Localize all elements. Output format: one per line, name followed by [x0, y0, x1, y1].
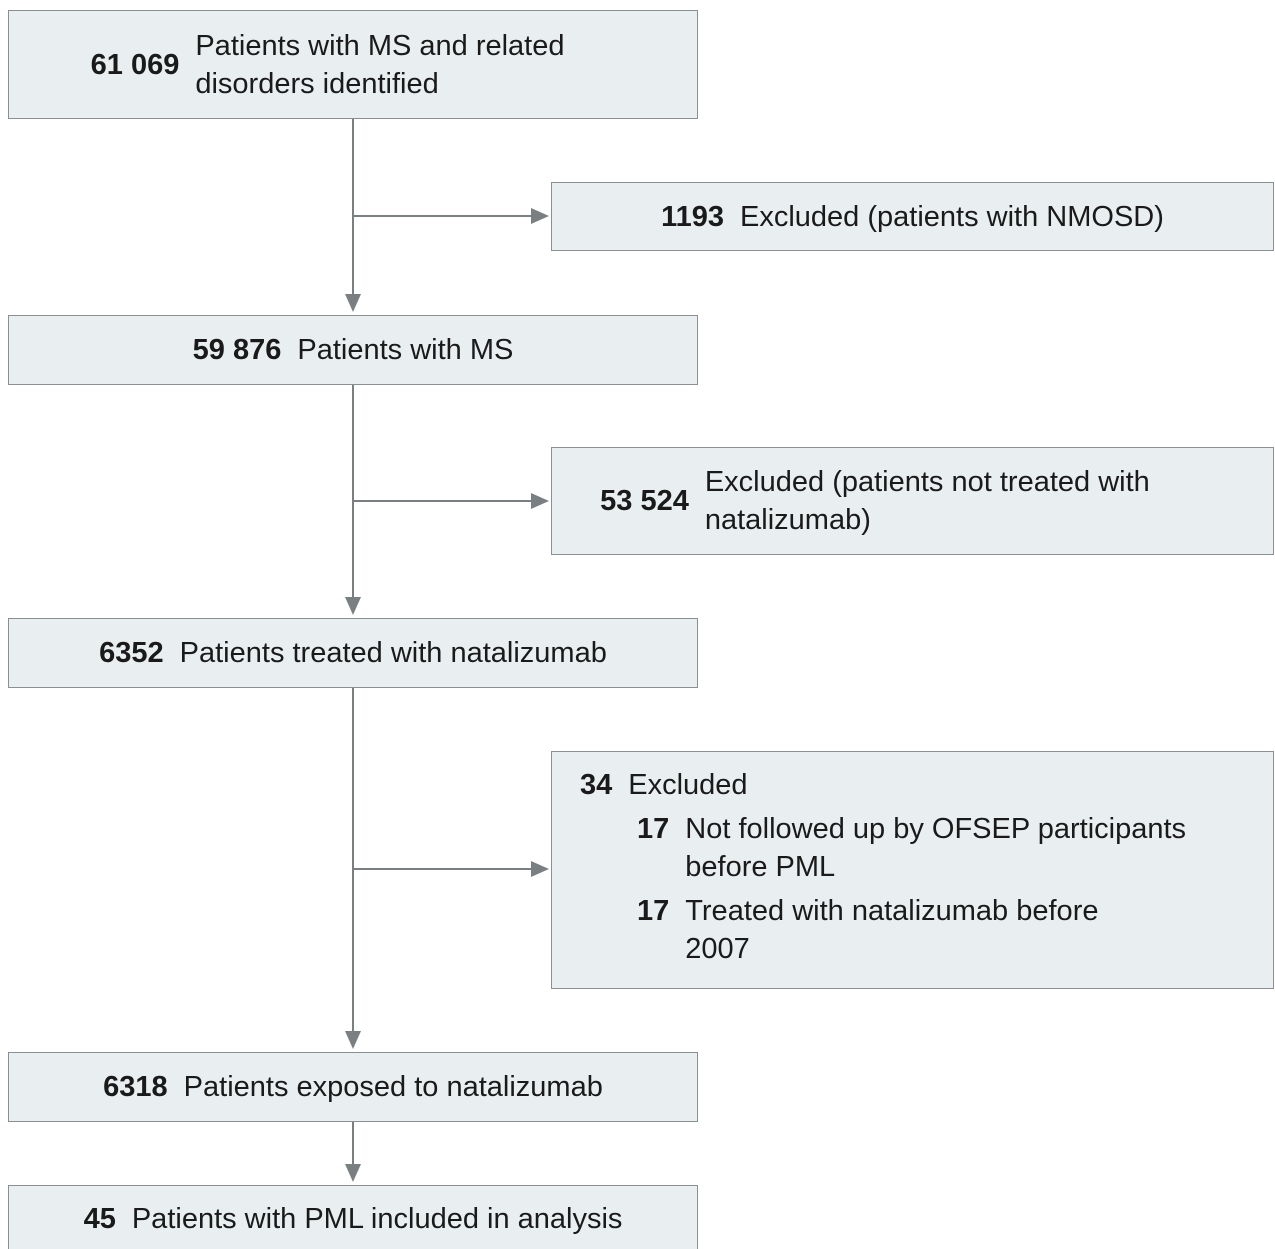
arrowhead	[345, 1031, 361, 1049]
label: Patients with PML included in analysis	[131, 1203, 623, 1235]
arrowhead	[345, 597, 361, 615]
count: 6352	[99, 637, 164, 669]
count: 34	[580, 769, 613, 801]
label: Patients with MS and related disorders i…	[195, 29, 565, 100]
stage-box: 45 Patients with PML included in analysi…	[8, 1185, 698, 1249]
label: Excluded	[628, 769, 748, 801]
label: Excluded (patients not treated with nata…	[704, 466, 1150, 536]
count: 45	[83, 1203, 116, 1235]
count: 17	[637, 813, 670, 845]
stage-box: 6352 Patients treated with natalizumab	[8, 618, 698, 688]
arrowhead	[345, 1164, 361, 1182]
count: 59 876	[192, 334, 282, 366]
count: 6318	[103, 1071, 168, 1103]
label: Excluded (patients with NMOSD)	[740, 200, 1164, 233]
exclusion-box: 53 524 Excluded (patients not treated wi…	[551, 447, 1274, 555]
count: 1193	[661, 200, 725, 233]
stage-box: 61 069 Patients with MS and related diso…	[8, 10, 698, 119]
exclusion-header: 34 Excluded	[580, 766, 1273, 804]
arrowhead	[531, 493, 549, 509]
stage-box: 59 876 Patients with MS	[8, 315, 698, 385]
label: Patients with MS	[297, 334, 514, 366]
exclusion-item: 17 Not followed up by OFSEP participants…	[637, 810, 1273, 886]
label: Patients treated with natalizumab	[179, 637, 607, 669]
exclusion-item: 17 Treated with natalizumab before 2007	[637, 892, 1273, 968]
arrowhead	[345, 294, 361, 312]
count: 17	[637, 895, 670, 927]
exclusion-box: 34 Excluded 17 Not followed up by OFSEP …	[551, 751, 1274, 989]
count: 53 524	[600, 485, 689, 517]
label: Treated with natalizumab before 2007	[685, 895, 1099, 965]
arrowhead	[531, 208, 549, 224]
arrowhead	[531, 861, 549, 877]
label: Not followed up by OFSEP participants be…	[685, 813, 1187, 883]
label: Patients exposed to natalizumab	[183, 1071, 603, 1103]
stage-box: 6318 Patients exposed to natalizumab	[8, 1052, 698, 1122]
count: 61 069	[90, 48, 180, 81]
exclusion-box: 1193 Excluded (patients with NMOSD)	[551, 182, 1274, 251]
